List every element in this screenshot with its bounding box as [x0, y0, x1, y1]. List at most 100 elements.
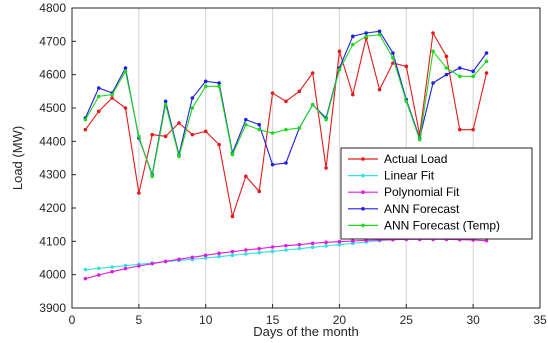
data-point — [270, 245, 275, 249]
legend-item: Polynomial Fit — [348, 185, 460, 199]
data-point — [110, 92, 114, 97]
data-point — [110, 96, 114, 100]
data-point — [484, 71, 489, 75]
data-point — [457, 66, 462, 70]
data-point — [137, 264, 141, 268]
legend-label: Actual Load — [384, 152, 447, 166]
data-point — [217, 254, 221, 259]
data-point — [310, 102, 315, 107]
data-point — [431, 49, 435, 54]
y-tick-label: 4100 — [39, 234, 66, 248]
legend: Actual Load Linear Fit Polynomial Fit ANN F… — [340, 147, 533, 240]
legend-marker — [361, 223, 365, 228]
x-tick-label: 35 — [533, 313, 547, 327]
data-point — [244, 174, 248, 179]
x-tick-label: 5 — [136, 313, 143, 327]
data-point — [244, 252, 248, 256]
data-point — [177, 121, 181, 125]
data-point — [96, 273, 101, 277]
data-point — [203, 256, 208, 260]
y-axis-label: Load (MW) — [10, 126, 25, 190]
x-tick-label: 30 — [466, 313, 480, 327]
legend-label: ANN Forecast — [384, 202, 460, 216]
data-point — [257, 122, 262, 127]
data-point — [123, 106, 128, 110]
data-point — [190, 132, 195, 137]
data-point — [270, 249, 275, 254]
data-point — [417, 137, 422, 142]
data-point — [391, 51, 395, 55]
data-point — [404, 99, 409, 104]
data-point — [150, 261, 155, 266]
data-point — [150, 132, 155, 137]
y-tick-label: 4300 — [39, 168, 66, 182]
data-point — [484, 51, 489, 55]
data-point — [96, 86, 101, 90]
data-point — [217, 81, 221, 85]
data-point — [310, 245, 315, 250]
data-point — [230, 249, 235, 254]
data-point — [137, 134, 141, 139]
data-point — [203, 253, 208, 258]
x-tick-label: 20 — [333, 313, 347, 327]
data-point — [123, 263, 128, 268]
data-point — [83, 276, 88, 281]
data-point — [244, 248, 248, 252]
data-point — [284, 127, 288, 132]
data-point — [123, 69, 128, 74]
data-point — [230, 214, 235, 219]
data-point — [337, 67, 342, 72]
legend-item: Actual Load — [348, 152, 447, 166]
data-point — [163, 259, 168, 264]
data-point — [351, 34, 355, 39]
data-point — [190, 106, 195, 110]
data-point — [83, 127, 88, 132]
data-point — [150, 174, 155, 179]
data-point — [270, 91, 275, 95]
data-point — [310, 71, 315, 75]
data-point — [163, 102, 168, 107]
data-point — [257, 246, 262, 251]
data-point — [337, 49, 342, 54]
x-tick-label: 15 — [266, 313, 280, 327]
series-layer — [83, 29, 489, 281]
data-point — [337, 242, 342, 247]
y-tick-label: 4500 — [39, 101, 66, 115]
data-point — [324, 240, 328, 245]
data-point — [203, 129, 208, 134]
data-point — [431, 31, 435, 35]
data-point — [230, 152, 235, 157]
data-point — [190, 255, 195, 260]
x-axis-label: Days of the month — [253, 324, 359, 339]
legend-label: Linear Fit — [384, 169, 435, 183]
data-point — [471, 74, 475, 79]
data-point — [177, 257, 181, 262]
data-point — [324, 244, 328, 248]
data-point — [324, 117, 328, 122]
data-point — [257, 127, 262, 132]
data-point — [244, 117, 248, 122]
y-tick-label: 4600 — [39, 68, 66, 82]
data-point — [203, 79, 208, 84]
plot-frame — [71, 7, 541, 309]
data-point — [163, 134, 168, 139]
data-point — [457, 127, 462, 132]
y-tick-label: 4200 — [39, 201, 66, 215]
legend-marker — [361, 190, 365, 194]
data-point — [217, 251, 221, 256]
y-tick-label: 4400 — [39, 134, 66, 148]
x-tick-label: 0 — [69, 313, 76, 327]
data-point — [217, 142, 221, 147]
data-point — [310, 241, 315, 246]
legend-marker — [361, 157, 365, 161]
data-point — [444, 54, 449, 59]
y-tick-label: 3900 — [39, 301, 66, 315]
legend-box — [340, 147, 533, 240]
data-point — [96, 94, 101, 99]
data-point — [377, 29, 382, 34]
legend-item: Linear Fit — [348, 169, 435, 183]
data-point — [284, 243, 288, 248]
y-tick-label: 4000 — [39, 268, 66, 282]
data-point — [230, 253, 235, 258]
